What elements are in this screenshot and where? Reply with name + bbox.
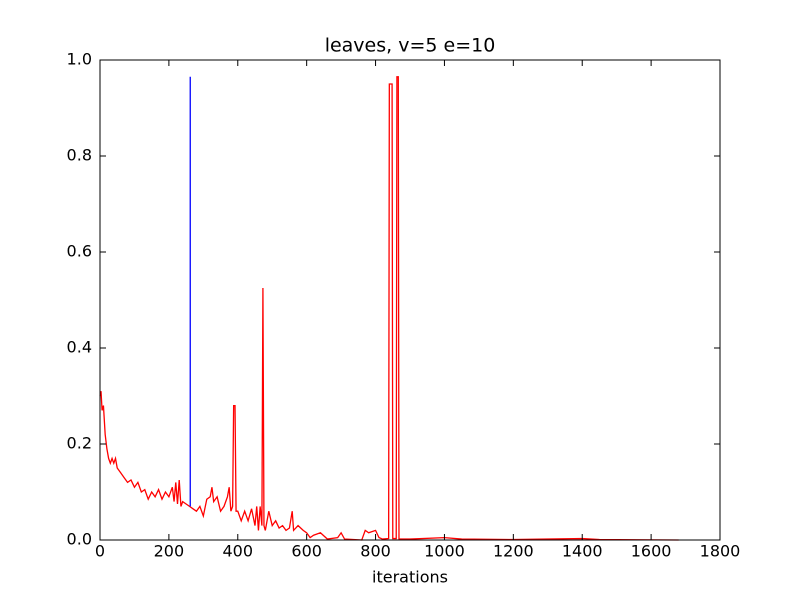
x-tick-label: 1200 bbox=[493, 542, 534, 561]
y-tick-label: 0.8 bbox=[67, 146, 92, 165]
x-tick-label: 600 bbox=[291, 542, 322, 561]
x-tick-label: 1600 bbox=[631, 542, 672, 561]
x-tick-label: 1800 bbox=[700, 542, 741, 561]
x-tick-label: 1400 bbox=[562, 542, 603, 561]
x-tick-label: 1000 bbox=[424, 542, 465, 561]
y-tick-label: 1.0 bbox=[67, 50, 92, 69]
chart-title: leaves, v=5 e=10 bbox=[325, 35, 496, 57]
y-tick-label: 0.4 bbox=[67, 338, 92, 357]
y-tick-label: 0.2 bbox=[67, 434, 92, 453]
x-tick-label: 400 bbox=[223, 542, 254, 561]
y-tick-label: 0.6 bbox=[67, 242, 92, 261]
y-tick-label: 0.0 bbox=[67, 530, 92, 549]
x-tick-label: 800 bbox=[360, 542, 391, 561]
data-line bbox=[99, 76, 679, 541]
plot-frame bbox=[99, 59, 721, 541]
x-axis-label: iterations bbox=[372, 568, 448, 587]
x-tick-label: 200 bbox=[154, 542, 185, 561]
x-tick-label: 0 bbox=[95, 542, 105, 561]
